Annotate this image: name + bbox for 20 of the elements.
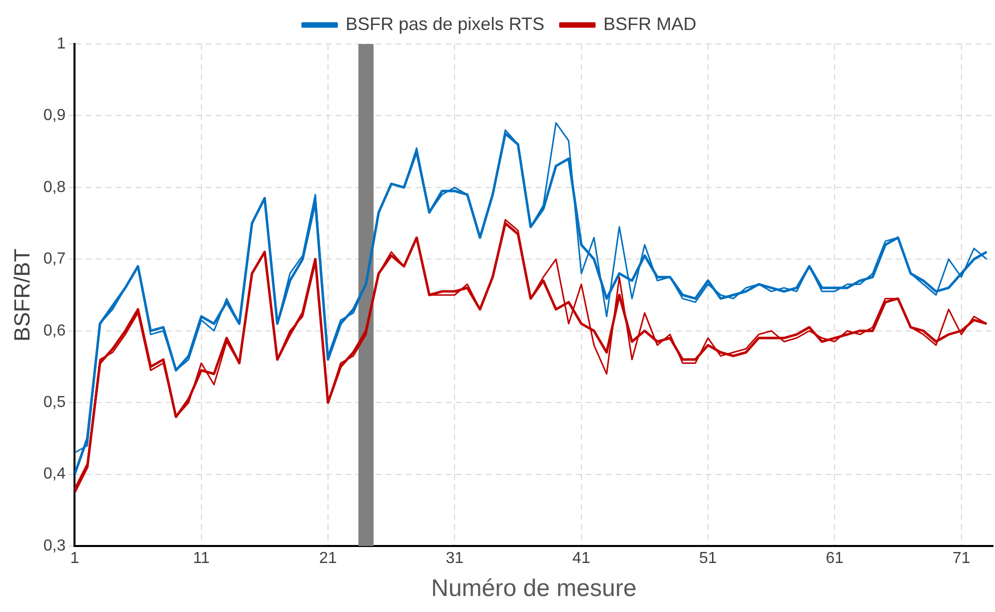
x-tick-label: 71 [952,550,970,568]
y-tick-label: 0,9 [43,107,66,124]
x-tick-label: 61 [826,550,844,568]
x-axis-title: Numéro de mesure [431,575,637,602]
y-tick-label: 0,8 [43,178,66,196]
x-tick-label: 41 [572,550,590,568]
y-tick-label: 1 [56,35,66,52]
x-tick-label: 21 [319,550,337,568]
y-tick-label: 0,7 [43,250,66,268]
y-tick-label: 0,6 [43,322,66,340]
y-tick-label: 0,4 [43,466,66,483]
y-tick-label: 0,3 [43,537,66,554]
y-axis-title: BSFR/BT [9,248,34,342]
x-tick-label: 31 [446,550,464,568]
x-tick-label: 1 [70,550,80,568]
x-tick-label: 11 [193,550,210,568]
y-tick-label: 0,5 [43,394,66,411]
x-tick-label: 51 [699,550,717,568]
legend-label: BSFR pas de pixels RTS [346,14,544,34]
legend-label: BSFR MAD [603,14,696,34]
